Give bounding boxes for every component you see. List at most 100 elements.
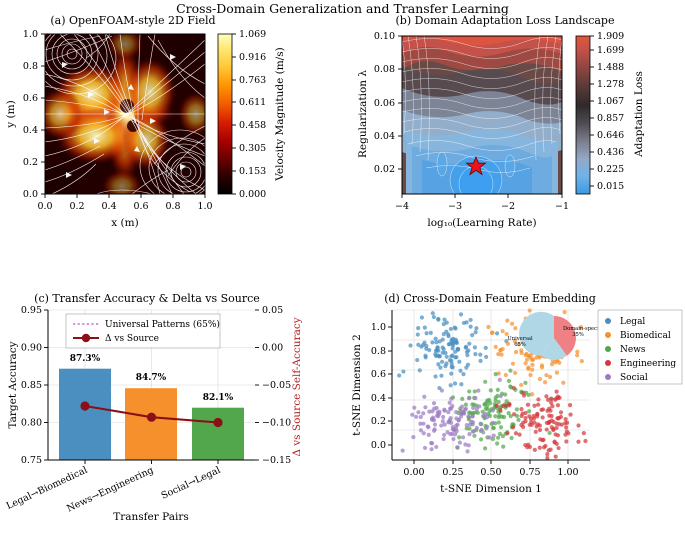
- scatter-point: [523, 353, 528, 358]
- scatter-point: [568, 412, 573, 417]
- svg-text:−0.10: −0.10: [262, 418, 291, 429]
- pie-slice-universal: [519, 311, 554, 356]
- scatter-point: [506, 411, 511, 416]
- panel-a-plot: 0.0 0.2 0.4 0.6 0.8 1.0 0.0 0.2 0.4 0.6 …: [5, 29, 286, 229]
- svg-text:0.6: 0.6: [371, 369, 386, 380]
- scatter-point: [422, 325, 427, 330]
- scatter-point: [510, 321, 515, 326]
- scatter-point: [501, 444, 506, 449]
- scatter-point: [467, 341, 472, 346]
- scatter-point: [471, 405, 476, 411]
- scatter-point: [498, 347, 503, 353]
- scatter-point: [461, 372, 466, 377]
- panel-a-axes-frame: [44, 33, 206, 195]
- scatter-point: [448, 416, 453, 421]
- scatter-point: [541, 437, 546, 442]
- scatter-point: [564, 439, 569, 444]
- scatter-point: [506, 378, 512, 384]
- panel-b-colorbar-ticks: 0.015 0.225 0.436 0.646 0.857 1.067 1.27…: [590, 31, 624, 192]
- scatter-point: [504, 331, 509, 337]
- scatter-point: [486, 324, 491, 330]
- scatter-point: [421, 431, 426, 436]
- scatter-point: [448, 326, 453, 332]
- scatter-point: [495, 387, 500, 392]
- scatter-point: [540, 407, 546, 412]
- scatter-point: [578, 325, 583, 330]
- scatter-point: [448, 383, 453, 388]
- scatter-point: [421, 411, 426, 416]
- scatter-point: [432, 422, 438, 427]
- svg-text:87.3%: 87.3%: [70, 354, 101, 364]
- scatter-point: [426, 432, 431, 437]
- panel-b-colorbar: [575, 35, 591, 195]
- scatter-point: [564, 425, 569, 430]
- scatter-point: [575, 349, 580, 354]
- svg-text:0.10: 0.10: [374, 31, 395, 42]
- panel-c-delta-series: [80, 401, 223, 428]
- panel-b-xticks: −4 −3 −2 −1: [395, 194, 569, 212]
- panel-c-transfer-accuracy: (c) Transfer Accuracy & Delta vs Source …: [0, 292, 345, 532]
- legend-marker-biomedical: [605, 332, 611, 338]
- scatter-point: [430, 311, 435, 316]
- scatter-point: [454, 429, 459, 434]
- scatter-point: [429, 416, 435, 421]
- panel-b-contours: [402, 36, 562, 194]
- scatter-point: [449, 361, 454, 367]
- scatter-point: [510, 425, 516, 430]
- svg-text:−0.05: −0.05: [262, 380, 291, 391]
- scatter-point: [533, 429, 538, 434]
- scatter-point: [549, 362, 555, 367]
- legend-marker-engineering: [605, 360, 611, 366]
- scatter-point: [438, 365, 443, 370]
- scatter-point: [448, 406, 453, 411]
- scatter-point: [452, 381, 458, 386]
- scatter-point: [414, 414, 419, 419]
- scatter-point: [439, 373, 444, 378]
- scatter-point: [415, 357, 420, 363]
- svg-text:1.069: 1.069: [239, 29, 266, 40]
- svg-text:0.05: 0.05: [262, 305, 283, 316]
- scatter-point: [505, 431, 510, 436]
- scatter-point: [503, 392, 508, 397]
- svg-text:1.278: 1.278: [597, 79, 624, 90]
- scatter-point: [466, 443, 471, 448]
- scatter-point: [553, 454, 558, 459]
- scatter-point: [444, 354, 449, 359]
- scatter-point: [472, 389, 477, 394]
- panel-d-title: (d) Cross-Domain Feature Embedding: [384, 292, 596, 305]
- scatter-point: [523, 380, 528, 385]
- bar-social-legal: [192, 407, 244, 460]
- svg-text:−2: −2: [501, 201, 515, 212]
- panel-d-legend: Legal Biomedical News Engineering Social: [597, 309, 683, 385]
- panel-b-yticks: 0.02 0.04 0.06 0.08 0.10: [374, 31, 402, 175]
- scatter-point: [511, 386, 517, 391]
- scatter-point: [464, 349, 470, 355]
- panel-c-xticklabels: Legal→Biomedical News→Engineering Social…: [5, 460, 222, 515]
- scatter-point: [465, 353, 470, 358]
- scatter-point: [431, 401, 437, 406]
- scatter-point: [455, 346, 460, 352]
- scatter-point: [495, 441, 500, 446]
- scatter-point: [418, 428, 424, 433]
- svg-text:0.0: 0.0: [37, 201, 52, 212]
- scatter-point: [476, 388, 481, 393]
- scatter-point: [567, 403, 573, 408]
- svg-text:0.857: 0.857: [597, 113, 624, 124]
- svg-text:0.2: 0.2: [69, 201, 84, 212]
- scatter-point: [474, 425, 479, 430]
- scatter-point: [467, 389, 472, 394]
- svg-text:0.2: 0.2: [23, 157, 38, 168]
- scatter-point: [547, 420, 552, 425]
- scatter-point: [545, 451, 550, 457]
- legend-label-universal-patterns: Universal Patterns (65%): [105, 319, 220, 330]
- panel-a-title: (a) OpenFOAM-style 2D Field: [50, 14, 216, 27]
- svg-text:0.000: 0.000: [239, 189, 266, 200]
- scatter-point: [544, 373, 549, 378]
- scatter-point: [421, 421, 426, 426]
- scatter-point: [488, 388, 493, 393]
- scatter-point: [468, 419, 474, 424]
- scatter-point: [466, 414, 471, 419]
- pie-pct-universal: 65%: [514, 342, 526, 348]
- scatter-point: [444, 320, 449, 325]
- streamlines: [45, 34, 205, 194]
